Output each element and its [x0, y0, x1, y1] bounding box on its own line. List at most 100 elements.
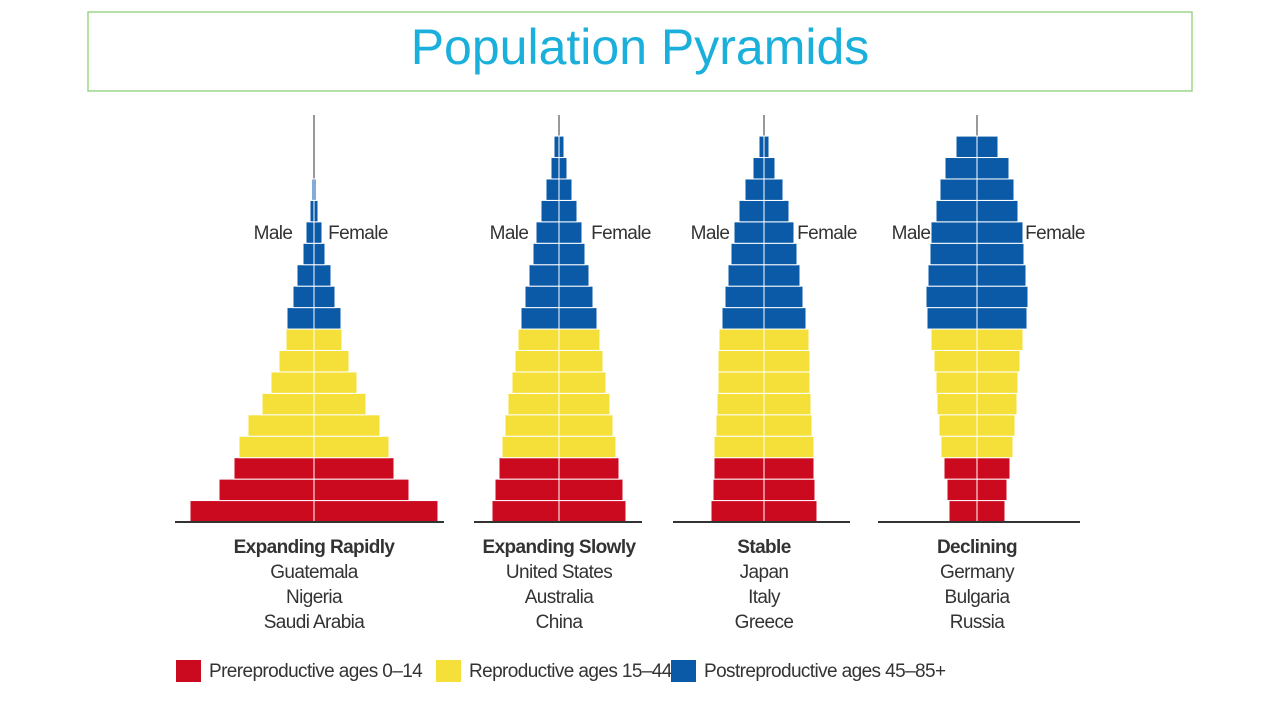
female-bar	[763, 307, 807, 330]
pyramid-title: Expanding Rapidly	[234, 537, 396, 558]
female-label: Female	[797, 223, 857, 244]
male-bar	[730, 242, 765, 266]
male-bar	[545, 178, 560, 201]
male-bar	[520, 307, 560, 330]
female-bar	[763, 328, 810, 351]
female-bar	[558, 157, 568, 180]
male-label: Male	[691, 223, 730, 244]
female-bar	[763, 157, 776, 180]
female-bar	[976, 135, 999, 159]
country: Italy	[748, 587, 781, 608]
male-bar	[925, 285, 978, 309]
male-bar	[309, 199, 315, 223]
male-bar	[936, 392, 978, 416]
country: China	[536, 612, 584, 633]
male-bar	[955, 135, 978, 159]
legend-swatch	[671, 660, 696, 682]
country: Greece	[735, 612, 794, 633]
country: Russia	[950, 612, 1006, 633]
female-bar	[558, 264, 590, 287]
female-bar	[976, 178, 1015, 201]
female-bar	[313, 435, 390, 459]
female-bar	[763, 221, 795, 244]
title-box	[87, 11, 1193, 92]
female-bar	[313, 285, 336, 309]
female-bar	[763, 199, 790, 223]
female-bar	[313, 221, 323, 244]
male-label: Male	[892, 223, 931, 244]
male-bar	[733, 221, 765, 244]
female-bar	[763, 457, 815, 480]
male-bar	[938, 414, 978, 437]
male-bar	[758, 135, 765, 159]
female-bar	[976, 500, 1006, 523]
slide-title: Population Pyramids	[411, 19, 870, 75]
female-bar	[976, 392, 1018, 416]
male-bar	[717, 349, 765, 373]
female-label: Female	[328, 223, 388, 244]
male-bar	[943, 457, 978, 480]
female-bar	[313, 414, 381, 437]
female-bar	[313, 328, 343, 351]
male-bar	[247, 414, 315, 437]
male-bar	[292, 285, 315, 309]
pyramid-title: Stable	[737, 537, 790, 558]
country: Germany	[940, 562, 1015, 583]
country: Saudi Arabia	[264, 612, 366, 633]
male-bar	[721, 307, 765, 330]
female-bar	[313, 307, 342, 330]
female-bar	[976, 157, 1010, 180]
male-bar	[302, 242, 315, 266]
male-bar	[939, 178, 978, 201]
male-bar	[305, 221, 315, 244]
male-bar	[713, 435, 765, 459]
female-bar	[313, 264, 332, 287]
legend-label: Prereproductive ages 0–14	[209, 661, 423, 682]
female-bar	[313, 457, 395, 480]
male-bar	[744, 178, 765, 201]
female-bar	[558, 242, 586, 266]
female-bar	[763, 264, 801, 287]
country: United States	[506, 562, 612, 583]
male-bar	[946, 478, 978, 502]
male-bar	[752, 157, 765, 180]
male-bar	[926, 307, 978, 330]
male-bar	[532, 242, 560, 266]
female-bar	[558, 221, 583, 244]
female-bar	[763, 371, 811, 394]
female-bar	[763, 349, 811, 373]
male-bar	[285, 328, 315, 351]
female-bar	[976, 221, 1024, 244]
female-bar	[313, 478, 410, 502]
male-bar	[540, 199, 560, 223]
female-bar	[313, 178, 317, 201]
female-bar	[558, 328, 601, 351]
male-bar	[261, 392, 315, 416]
female-bar	[976, 199, 1019, 223]
male-bar	[286, 307, 315, 330]
female-bar	[976, 307, 1028, 330]
female-bar	[976, 478, 1008, 502]
female-bar	[313, 500, 439, 523]
female-bar	[558, 135, 565, 159]
male-bar	[712, 478, 765, 502]
female-bar	[763, 392, 812, 416]
male-bar	[233, 457, 315, 480]
female-bar	[313, 199, 319, 223]
female-bar	[313, 371, 358, 394]
pyramid-title: Expanding Slowly	[483, 537, 637, 558]
male-bar	[218, 478, 315, 502]
country: Guatemala	[270, 562, 359, 583]
male-bar	[491, 500, 560, 523]
male-bar	[738, 199, 765, 223]
male-bar	[524, 285, 560, 309]
female-bar	[558, 392, 611, 416]
female-bar	[558, 500, 627, 523]
male-bar	[930, 221, 978, 244]
female-bar	[976, 414, 1016, 437]
female-bar	[976, 328, 1024, 351]
female-bar	[558, 285, 594, 309]
female-label: Female	[1025, 223, 1085, 244]
